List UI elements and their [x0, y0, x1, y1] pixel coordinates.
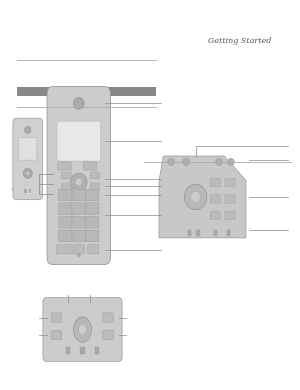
FancyBboxPatch shape	[72, 189, 86, 201]
FancyBboxPatch shape	[103, 313, 113, 322]
FancyBboxPatch shape	[72, 216, 86, 228]
FancyBboxPatch shape	[58, 216, 72, 228]
FancyBboxPatch shape	[19, 138, 37, 160]
FancyBboxPatch shape	[74, 245, 85, 254]
FancyBboxPatch shape	[57, 121, 100, 161]
Ellipse shape	[74, 98, 84, 109]
FancyBboxPatch shape	[13, 118, 43, 200]
Bar	[95, 347, 99, 354]
FancyBboxPatch shape	[58, 162, 71, 170]
FancyBboxPatch shape	[210, 178, 220, 187]
FancyBboxPatch shape	[210, 195, 220, 203]
FancyBboxPatch shape	[62, 183, 71, 190]
FancyBboxPatch shape	[225, 211, 235, 220]
Ellipse shape	[79, 324, 86, 335]
Bar	[227, 230, 230, 236]
FancyBboxPatch shape	[103, 330, 113, 340]
Ellipse shape	[216, 158, 222, 165]
FancyBboxPatch shape	[225, 195, 235, 203]
FancyBboxPatch shape	[72, 203, 86, 215]
FancyBboxPatch shape	[85, 230, 99, 242]
FancyBboxPatch shape	[90, 172, 100, 179]
Bar	[24, 189, 26, 193]
Bar	[214, 230, 217, 236]
FancyBboxPatch shape	[90, 183, 100, 190]
Text: Getting Started: Getting Started	[208, 37, 272, 45]
FancyBboxPatch shape	[47, 87, 110, 264]
FancyBboxPatch shape	[85, 189, 99, 201]
Ellipse shape	[74, 317, 92, 342]
Ellipse shape	[228, 158, 234, 165]
Bar	[196, 230, 200, 236]
Ellipse shape	[25, 126, 31, 133]
Bar	[29, 189, 32, 193]
FancyBboxPatch shape	[88, 245, 98, 254]
Ellipse shape	[76, 179, 82, 186]
FancyBboxPatch shape	[210, 211, 220, 220]
Ellipse shape	[184, 184, 207, 210]
FancyBboxPatch shape	[72, 230, 86, 242]
FancyBboxPatch shape	[58, 189, 72, 201]
FancyBboxPatch shape	[43, 298, 122, 362]
Polygon shape	[159, 156, 246, 238]
Bar	[66, 347, 70, 354]
FancyBboxPatch shape	[58, 230, 72, 242]
Ellipse shape	[191, 191, 200, 202]
Ellipse shape	[70, 173, 87, 191]
FancyBboxPatch shape	[83, 162, 97, 170]
FancyBboxPatch shape	[51, 330, 62, 340]
FancyBboxPatch shape	[62, 172, 71, 179]
Ellipse shape	[168, 158, 174, 165]
Ellipse shape	[23, 168, 32, 178]
Bar	[80, 347, 85, 354]
Bar	[16, 87, 156, 96]
FancyBboxPatch shape	[58, 203, 72, 215]
Ellipse shape	[77, 254, 80, 257]
FancyBboxPatch shape	[51, 313, 62, 322]
Bar	[188, 230, 191, 236]
FancyBboxPatch shape	[225, 178, 235, 187]
Ellipse shape	[183, 158, 189, 165]
FancyBboxPatch shape	[85, 216, 99, 228]
FancyBboxPatch shape	[85, 203, 99, 215]
FancyBboxPatch shape	[56, 245, 73, 254]
Ellipse shape	[26, 171, 30, 176]
